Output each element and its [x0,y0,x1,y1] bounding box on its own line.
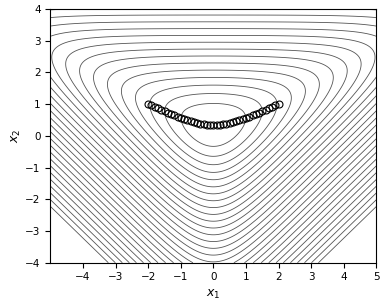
X-axis label: $x_1$: $x_1$ [206,288,221,301]
Y-axis label: $x_2$: $x_2$ [9,129,23,143]
